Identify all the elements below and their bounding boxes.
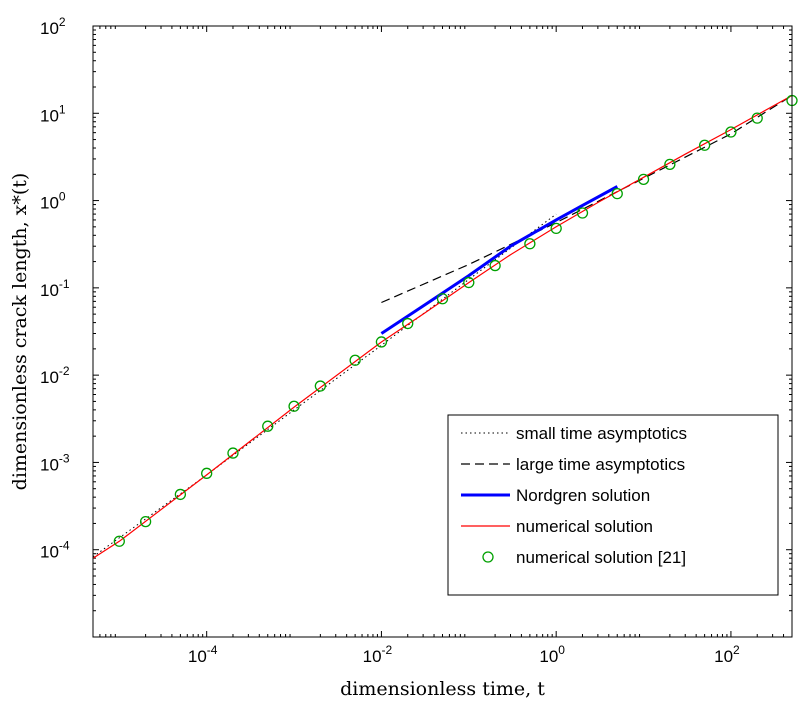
legend-box [447,414,779,596]
x-tick-label: 100 [539,643,565,666]
legend-label: numerical solution [516,517,653,536]
marker-point [436,293,449,305]
y-tick-label: 100 [40,190,66,213]
marker-point [751,112,763,124]
y-tick-label: 10-2 [40,364,70,387]
marker-point [174,488,187,501]
y-tick-label: 10-3 [40,451,70,474]
y-axis-title: dimensionless crack length, x*(t) [9,173,31,491]
plot-frame [92,25,793,638]
series-line-dashed [381,94,793,304]
marker-point [664,158,676,171]
x-tick-label: 10-2 [363,643,393,666]
x-tick-label: 102 [714,643,740,666]
marker-point [637,173,650,186]
x-tick-label: 10-4 [188,643,218,666]
series-layer [92,94,798,559]
marker-point [725,126,737,138]
marker-point [201,467,213,479]
marker-point [463,276,475,289]
series-line-solid-thick [380,185,619,335]
legend-label: Nordgren solution [516,486,650,505]
marker-point [402,317,414,330]
legend: small time asymptotics large time asympto… [447,414,779,596]
marker-point [698,139,711,151]
marker-point [314,380,327,392]
marker-point [611,188,623,200]
marker-point [227,447,239,459]
legend-label: small time asymptotics [516,424,687,443]
x-axis-title: dimensionless time, t [340,678,545,700]
marker-point [288,400,300,412]
legend-marker [482,551,494,563]
y-tick-label: 102 [40,15,66,38]
marker-point [349,354,361,366]
y-tick-label: 101 [40,102,66,125]
marker-point [576,207,589,219]
y-tick-label: 10-1 [40,277,70,300]
marker-point [375,336,388,348]
legend-label: numerical solution [21] [516,548,686,567]
marker-point [524,238,536,250]
legend-label: large time asymptotics [516,455,685,474]
y-tick-label: 10-4 [40,539,70,562]
marker-point [550,222,562,235]
marker-point [262,420,274,432]
marker-point [113,535,125,547]
marker-point [139,515,152,528]
marker-point [489,259,501,272]
series-line-solid [92,94,793,559]
